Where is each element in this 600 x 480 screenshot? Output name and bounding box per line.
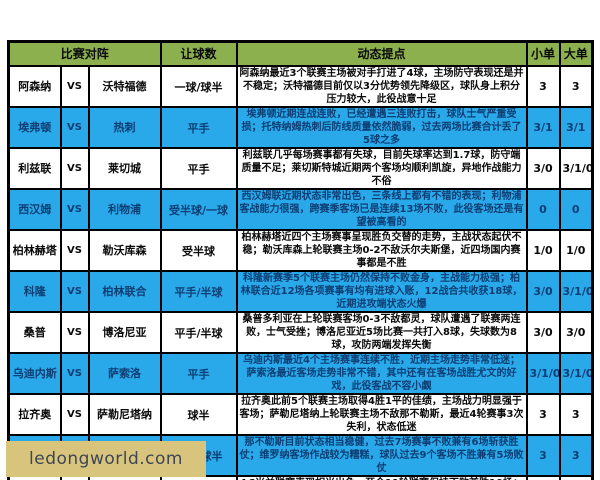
table-row: 乌迪内斯 VS 萨索洛 平手 乌迪内斯最近4个主场赛事连续不胜，近期主场走势非常低迷；萨… bbox=[7, 352, 594, 395]
tip-text: 阿森纳最近3个联赛主场被对手打进了4球，主场防守表现还是并不稳定；沃特福德目前仅… bbox=[235, 65, 528, 108]
big-bet-value: 3/1 bbox=[558, 106, 594, 149]
big-bet-value: 3 bbox=[558, 434, 594, 477]
small-bet-value: 3/0 bbox=[525, 147, 561, 190]
tip-text: 西汉姆联近期状态非常出色，三条线上都有不错的表现；利物浦客战能力很强，跨赛季客场… bbox=[235, 188, 528, 231]
table-row: 西汉姆 VS 利物浦 受半球/一球 西汉姆联近期状态非常出色，三条线上都有不错的表现；利… bbox=[7, 188, 594, 231]
big-bet-value: 3/1/0 bbox=[558, 270, 594, 313]
away-team: 萨索洛 bbox=[87, 352, 162, 395]
vs-label: VS bbox=[59, 352, 90, 395]
match-table-body: 阿森纳 VS 沃特福德 一球/球半 阿森纳最近3个联赛主场被对手打进了4球，主场防守表现… bbox=[7, 65, 594, 480]
handicap-value: 平手 bbox=[159, 147, 238, 190]
home-team: AC米兰 bbox=[7, 475, 62, 480]
away-team: 莱切城 bbox=[87, 147, 162, 190]
away-team: 柏林联合 bbox=[87, 270, 162, 313]
small-bet-value: 1/0 bbox=[525, 229, 561, 272]
tip-text: 柏林赫塔近四个主场赛事呈现胜负交替的走势，主战状态起伏不稳；勒沃库森上轮联赛主场… bbox=[235, 229, 528, 272]
header-tips: 动态提点 bbox=[235, 40, 528, 67]
table-header-row: 比赛对阵 让球数 动态提点 小单 大单 bbox=[7, 40, 594, 67]
vs-label: VS bbox=[59, 147, 90, 190]
table-row: 埃弗顿 VS 热刺 平手 埃弗顿近期连战连败，已经遭遇三连败打击，球队士气严重受损；托特… bbox=[7, 106, 594, 149]
vs-label: VS bbox=[59, 65, 90, 108]
big-bet-value: 3/1/0 bbox=[558, 352, 594, 395]
home-team: 乌迪内斯 bbox=[7, 352, 62, 395]
big-bet-value: 1/0 bbox=[558, 475, 594, 480]
away-team: 勒沃库森 bbox=[87, 229, 162, 272]
tip-text: 乌迪内斯最近4个主场赛事连续不胜，近期主场走势非常低迷；萨索洛最近客场走势非常不… bbox=[235, 352, 528, 395]
watermark: ledongworld.com bbox=[6, 441, 206, 477]
home-team: 柏林赫塔 bbox=[7, 229, 62, 272]
tip-text: 利兹联几乎每场赛事都有失球，目前失球率达到1.7球，防守端质量不足；莱切斯特城近… bbox=[235, 147, 528, 190]
away-team: 利物浦 bbox=[87, 188, 162, 231]
handicap-value: 平手/半球 bbox=[159, 270, 238, 313]
big-bet-value: 3 bbox=[558, 393, 594, 436]
vs-label: VS bbox=[59, 188, 90, 231]
betting-tips-table: 比赛对阵 让球数 动态提点 小单 大单 阿森纳 VS 沃特福德 一球/球半 阿森纳最近3… bbox=[7, 40, 594, 480]
home-team: 桑普 bbox=[7, 311, 62, 354]
small-bet-value: 3/0 bbox=[525, 311, 561, 354]
handicap-value: 平手 bbox=[159, 106, 238, 149]
header-big-bet: 大单 bbox=[558, 40, 594, 67]
handicap-value: 平手 bbox=[159, 352, 238, 395]
away-team: 热刺 bbox=[87, 106, 162, 149]
tip-text: 那不勒斯目前状态相当稳健，过去7场赛事不败兼有6场斩获胜仗；维罗纳客场作战较为糟… bbox=[235, 434, 528, 477]
away-team: 国米 bbox=[87, 475, 162, 480]
tip-text: AC米兰联赛表现相当出色，至今11轮联赛保持不败兼胜10场；国际米兰目前状态十分… bbox=[235, 475, 528, 480]
home-team: 科隆 bbox=[7, 270, 62, 313]
handicap-value: 球半 bbox=[159, 393, 238, 436]
home-team: 埃弗顿 bbox=[7, 106, 62, 149]
small-bet-value: 0 bbox=[525, 188, 561, 231]
vs-label: VS bbox=[59, 106, 90, 149]
tip-text: 埃弗顿近期连战连败，已经遭遇三连败打击，球队士气严重受损；托特纳姆热刺后防线质量… bbox=[235, 106, 528, 149]
table-row: AC米兰VS国米受平手/半球AC米兰联赛表现相当出色，至今11轮联赛保持不败兼胜… bbox=[7, 475, 594, 480]
small-bet-value: 3 bbox=[525, 434, 561, 477]
big-bet-value: 0 bbox=[558, 188, 594, 231]
small-bet-value: 3/1 bbox=[525, 106, 561, 149]
vs-label: VS bbox=[59, 311, 90, 354]
header-match: 比赛对阵 bbox=[7, 40, 162, 67]
away-team: 萨勒尼塔纳 bbox=[87, 393, 162, 436]
home-team: 阿森纳 bbox=[7, 65, 62, 108]
header-small-bet: 小单 bbox=[525, 40, 561, 67]
tip-text: 桑普多利亚在上轮联赛客场0-3不敌都灵，球队遭遇了联赛两连败，士气受挫；博洛尼亚… bbox=[235, 311, 528, 354]
handicap-value: 受半球/一球 bbox=[159, 188, 238, 231]
handicap-value: 受半球 bbox=[159, 229, 238, 272]
small-bet-value: 3 bbox=[525, 393, 561, 436]
vs-label: VS bbox=[59, 270, 90, 313]
table-row: 柏林赫塔 VS 勒沃库森 受半球 柏林赫塔近四个主场赛事呈现胜负交替的走势，主战状态起伏… bbox=[7, 229, 594, 272]
vs-label: VS bbox=[59, 475, 90, 480]
tip-text: 拉齐奥此前5个联赛主场取得4胜1平的佳绩，主场战力明显强于客场；萨勒尼塔纳上轮联… bbox=[235, 393, 528, 436]
handicap-value: 一球/球半 bbox=[159, 65, 238, 108]
home-team: 利兹联 bbox=[7, 147, 62, 190]
table-row: 科隆 VS 柏林联合 平手/半球 科隆新赛季5个联赛主场仍然保持不败金身，主战能力极强；… bbox=[7, 270, 594, 313]
handicap-value: 平手/半球 bbox=[159, 311, 238, 354]
handicap-value: 受平手/半球 bbox=[159, 475, 238, 480]
table-row: 阿森纳 VS 沃特福德 一球/球半 阿森纳最近3个联赛主场被对手打进了4球，主场防守表现… bbox=[7, 65, 594, 108]
big-bet-value: 3/0 bbox=[558, 311, 594, 354]
small-bet-value: 3 bbox=[525, 65, 561, 108]
table-row: 利兹联 VS 莱切城 平手 利兹联几乎每场赛事都有失球，目前失球率达到1.7球，防守端质… bbox=[7, 147, 594, 190]
table-row: 拉齐奥 VS 萨勒尼塔纳 球半 拉齐奥此前5个联赛主场取得4胜1平的佳绩，主场战力明显强… bbox=[7, 393, 594, 436]
home-team: 西汉姆 bbox=[7, 188, 62, 231]
header-handicap: 让球数 bbox=[159, 40, 238, 67]
away-team: 沃特福德 bbox=[87, 65, 162, 108]
big-bet-value: 3 bbox=[558, 65, 594, 108]
home-team: 拉齐奥 bbox=[7, 393, 62, 436]
away-team: 博洛尼亚 bbox=[87, 311, 162, 354]
big-bet-value: 1/0 bbox=[558, 229, 594, 272]
table-row: 桑普 VS 博洛尼亚 平手/半球 桑普多利亚在上轮联赛客场0-3不敌都灵，球队遭遇了联赛… bbox=[7, 311, 594, 354]
tip-text: 科隆新赛季5个联赛主场仍然保持不败金身，主战能力极强；柏林联合近12场各项赛事有… bbox=[235, 270, 528, 313]
vs-label: VS bbox=[59, 393, 90, 436]
small-bet-value: 3/0 bbox=[525, 270, 561, 313]
small-bet-value: 1/0 bbox=[525, 475, 561, 480]
big-bet-value: 3/1/0 bbox=[558, 147, 594, 190]
small-bet-value: 3/1/0 bbox=[525, 352, 561, 395]
vs-label: VS bbox=[59, 229, 90, 272]
